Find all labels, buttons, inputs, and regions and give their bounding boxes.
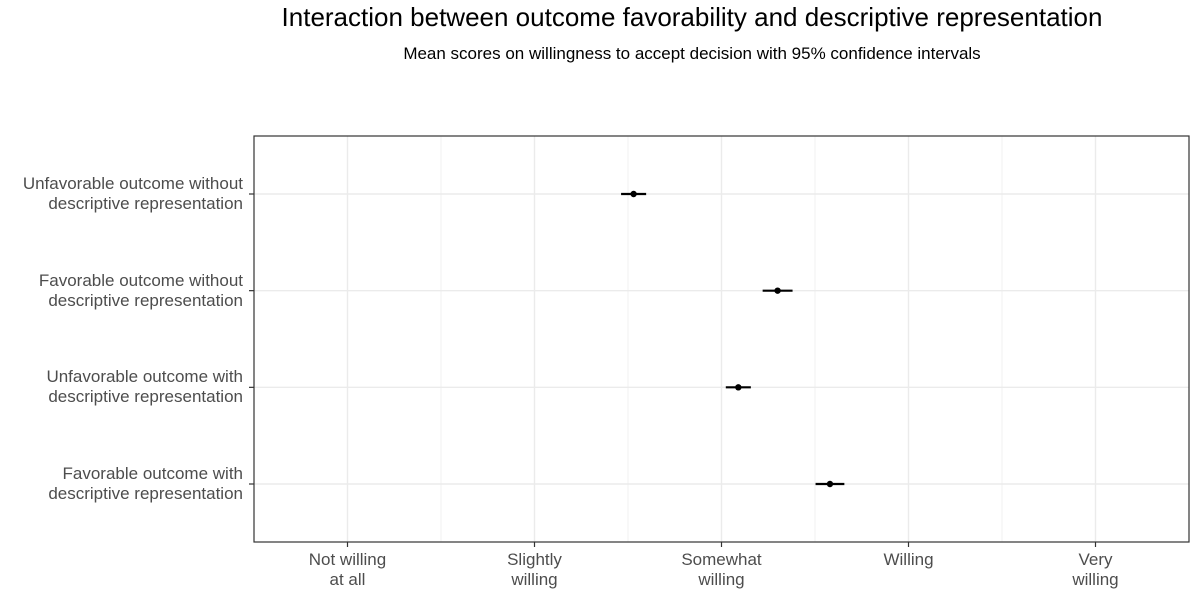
x-tick-label: Somewhat willing bbox=[681, 550, 762, 589]
x-tick-label: Willing bbox=[883, 550, 934, 569]
point bbox=[630, 190, 637, 198]
y-tick-label: Unfavorable outcome without descriptive … bbox=[22, 174, 243, 213]
chart-subtitle: Mean scores on willingness to accept dec… bbox=[403, 44, 981, 63]
x-tick-label: Not willing at all bbox=[308, 550, 387, 589]
y-tick-label: Favorable outcome with descriptive repre… bbox=[48, 464, 243, 503]
y-tick-label: Favorable outcome without descriptive re… bbox=[38, 270, 243, 310]
y-tick-label: Unfavorable outcome with descriptive rep… bbox=[46, 367, 243, 407]
x-tick-label: Very willing bbox=[1072, 550, 1119, 589]
x-tick-label: Slightly willing bbox=[507, 550, 562, 589]
chart-title: Interaction between outcome favorability… bbox=[281, 2, 1103, 32]
point bbox=[735, 384, 742, 391]
point bbox=[826, 480, 834, 488]
point bbox=[774, 287, 781, 294]
plot-border bbox=[253, 135, 1190, 543]
